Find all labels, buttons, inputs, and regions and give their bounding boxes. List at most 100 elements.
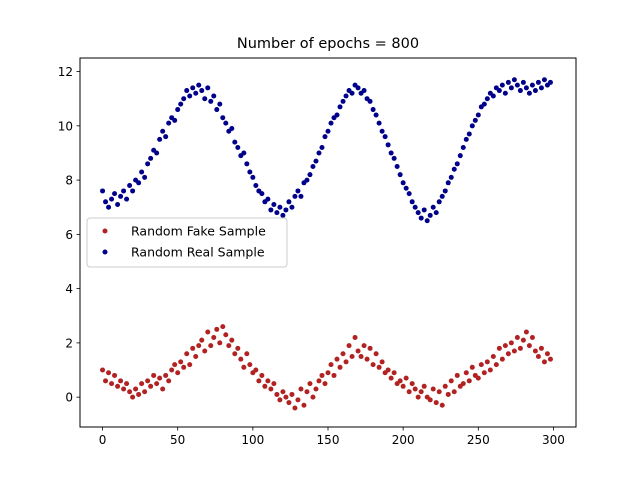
fake-sample-point: [391, 370, 397, 376]
real-sample-point: [154, 150, 160, 156]
fake-sample-point: [280, 389, 286, 395]
fake-sample-point: [415, 394, 421, 400]
real-sample-point: [208, 98, 214, 104]
real-sample-point: [139, 169, 145, 175]
real-sample-point: [286, 199, 292, 205]
real-sample-point: [436, 199, 442, 205]
legend-marker-real: [102, 249, 108, 255]
x-tick-label: 50: [170, 433, 185, 447]
real-sample-point: [463, 136, 469, 142]
real-sample-point: [505, 79, 511, 85]
real-sample-point: [499, 82, 505, 88]
fake-sample-point: [157, 375, 163, 381]
fake-sample-point: [346, 343, 352, 349]
fake-sample-point: [253, 367, 259, 373]
fake-sample-point: [367, 345, 373, 351]
fake-sample-point: [520, 337, 526, 343]
real-sample-point: [274, 210, 280, 216]
x-tick-label: 100: [241, 433, 264, 447]
fake-sample-point: [292, 405, 298, 411]
real-sample-point: [184, 88, 190, 94]
real-sample-point: [472, 117, 478, 123]
fake-sample-point: [121, 386, 127, 392]
fake-sample-point: [244, 351, 250, 357]
real-sample-point: [340, 98, 346, 104]
fake-sample-point: [184, 351, 190, 357]
fake-sample-point: [439, 402, 445, 408]
fake-sample-point: [541, 359, 547, 365]
real-sample-point: [142, 174, 148, 180]
real-sample-point: [223, 120, 229, 126]
fake-sample-point: [247, 362, 253, 368]
fake-sample-point: [496, 345, 502, 351]
real-sample-point: [178, 101, 184, 107]
fake-sample-point: [118, 378, 124, 384]
fake-sample-point: [502, 343, 508, 349]
real-sample-point: [391, 155, 397, 161]
real-sample-point: [136, 180, 142, 186]
real-sample-point: [130, 188, 136, 194]
fake-sample-point: [301, 402, 307, 408]
fake-sample-point: [433, 400, 439, 406]
fake-sample-point: [322, 381, 328, 387]
fake-sample-point: [463, 370, 469, 376]
real-sample-point: [295, 188, 301, 194]
real-sample-point: [403, 185, 409, 191]
fake-sample-point: [487, 367, 493, 373]
fake-sample-point: [409, 381, 415, 387]
fake-sample-point: [493, 362, 499, 368]
fake-sample-point: [100, 367, 106, 373]
fake-sample-point: [127, 389, 133, 395]
real-sample-point: [535, 79, 541, 85]
real-sample-point: [121, 188, 127, 194]
fake-sample-point: [268, 386, 274, 392]
fake-sample-point: [445, 391, 451, 397]
x-tick-label: 250: [467, 433, 490, 447]
real-sample-point: [538, 85, 544, 91]
fake-sample-point: [256, 378, 262, 384]
real-sample-point: [253, 183, 259, 189]
fake-sample-point: [271, 381, 277, 387]
real-sample-point: [526, 90, 532, 96]
fake-sample-point: [181, 364, 187, 370]
real-sample-point: [280, 212, 286, 218]
fake-sample-point: [139, 381, 145, 387]
x-tick-label: 150: [317, 433, 340, 447]
real-sample-point: [355, 85, 361, 91]
y-tick-label: 6: [65, 228, 73, 242]
fake-sample-point: [298, 386, 304, 392]
real-sample-point: [217, 101, 223, 107]
fake-sample-point: [319, 372, 325, 378]
real-sample-point: [109, 196, 115, 202]
fake-sample-point: [547, 356, 553, 362]
fake-sample-point: [517, 345, 523, 351]
real-sample-point: [118, 193, 124, 199]
real-sample-point: [523, 85, 529, 91]
fake-sample-point: [442, 383, 448, 389]
real-sample-point: [514, 82, 520, 88]
chart-title: Number of epochs = 800: [237, 36, 419, 52]
fake-sample-point: [109, 381, 115, 387]
real-sample-point: [409, 199, 415, 205]
legend: Random Fake Sample Random Real Sample: [86, 217, 288, 268]
real-sample-point: [541, 77, 547, 83]
real-sample-point: [445, 180, 451, 186]
real-sample-point: [277, 204, 283, 210]
fake-sample-point: [277, 397, 283, 403]
real-sample-point: [502, 90, 508, 96]
real-sample-point: [247, 169, 253, 175]
fake-sample-point: [499, 356, 505, 362]
fake-sample-point: [166, 378, 172, 384]
fake-sample-point: [235, 345, 241, 351]
fake-sample-point: [421, 383, 427, 389]
fake-sample-point: [313, 386, 319, 392]
real-sample-point: [469, 123, 475, 129]
real-sample-point: [157, 136, 163, 142]
y-tick-label: 8: [65, 174, 73, 188]
fake-sample-point: [295, 397, 301, 403]
real-sample-point: [490, 93, 496, 99]
real-sample-point: [529, 82, 535, 88]
real-sample-point: [193, 90, 199, 96]
fake-sample-point: [454, 372, 460, 378]
fake-sample-point: [214, 326, 220, 332]
